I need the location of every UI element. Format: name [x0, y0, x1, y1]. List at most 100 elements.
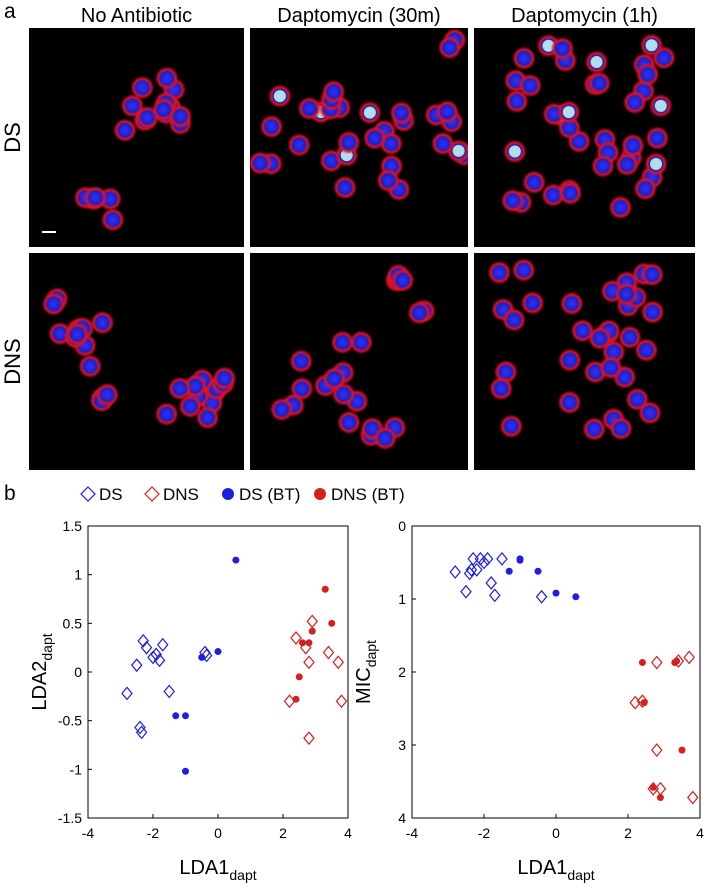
- point: [552, 589, 560, 597]
- point: [283, 694, 296, 709]
- point: [328, 619, 336, 627]
- cell: [614, 282, 639, 307]
- legend-marker: [222, 488, 234, 500]
- cell: [78, 354, 103, 379]
- cell: [511, 46, 536, 71]
- point: [137, 633, 150, 648]
- legend-label: DS (BT): [239, 485, 300, 504]
- stained-cell: [363, 106, 376, 119]
- cell: [113, 118, 138, 143]
- y-tick-label: 1.5: [63, 518, 83, 534]
- cell: [195, 405, 220, 430]
- point: [321, 585, 329, 593]
- cell: [608, 195, 633, 220]
- point: [535, 589, 548, 604]
- cell: [550, 36, 575, 61]
- y-axis-label: MICdapt: [353, 640, 379, 704]
- point: [172, 712, 180, 720]
- point: [232, 556, 240, 564]
- cell: [297, 96, 322, 121]
- point: [295, 673, 303, 681]
- cells: [500, 33, 676, 220]
- point: [471, 562, 483, 577]
- cell: [389, 100, 414, 125]
- row-label: DNS: [0, 338, 25, 384]
- point: [290, 630, 302, 645]
- micrograph: [250, 253, 468, 470]
- cell: [435, 99, 460, 124]
- cell: [640, 262, 665, 287]
- point: [474, 551, 487, 566]
- point: [485, 576, 497, 590]
- column-title: Daptomycin (1h): [511, 5, 658, 27]
- x-axis-label: LDA1dapt: [179, 857, 256, 883]
- stained-cell: [508, 145, 521, 158]
- point: [678, 746, 686, 754]
- panel-letter: b: [4, 482, 16, 505]
- cell: [154, 66, 179, 91]
- point: [640, 699, 648, 707]
- y-axis-label: LDA2dapt: [29, 633, 55, 710]
- point: [303, 655, 315, 670]
- cell: [376, 168, 401, 193]
- micrograph: [29, 253, 244, 470]
- cell: [65, 322, 90, 347]
- cell: [634, 338, 659, 363]
- cell: [558, 181, 583, 206]
- point: [140, 640, 153, 655]
- point: [656, 794, 664, 802]
- y-tick-label: -1: [70, 761, 83, 777]
- cell: [518, 73, 543, 98]
- point: [299, 639, 306, 647]
- stained-cell: [650, 157, 663, 170]
- stained-cell: [452, 144, 465, 157]
- cell: [154, 402, 179, 427]
- x-tick-label: 0: [214, 825, 222, 841]
- cell: [390, 268, 415, 293]
- stained-cell: [645, 39, 658, 52]
- cells: [41, 286, 237, 430]
- cell: [640, 300, 665, 325]
- cell: [349, 330, 374, 355]
- point: [651, 743, 663, 758]
- point: [572, 593, 580, 601]
- point: [332, 655, 345, 670]
- point: [654, 781, 667, 796]
- point: [182, 712, 189, 720]
- point: [121, 686, 133, 701]
- cell: [321, 79, 346, 104]
- cell: [522, 170, 547, 195]
- cell: [499, 414, 524, 439]
- point: [147, 650, 159, 665]
- y-tick-label: 1: [74, 567, 82, 583]
- cell: [590, 153, 615, 178]
- cell: [621, 133, 646, 158]
- cell: [557, 348, 582, 373]
- x-axis-label-sub: dapt: [567, 867, 594, 883]
- legend-label: DNS (BT): [331, 485, 405, 504]
- cell: [90, 310, 115, 335]
- x-tick-label: 2: [279, 825, 287, 841]
- cell: [407, 300, 432, 325]
- cell: [500, 188, 525, 213]
- point: [182, 767, 189, 775]
- x-tick-label: 0: [552, 825, 560, 841]
- cell: [333, 175, 358, 200]
- legend-marker: [314, 488, 326, 500]
- cell: [337, 410, 362, 435]
- point: [305, 639, 313, 647]
- point: [687, 790, 699, 805]
- cells: [269, 263, 436, 451]
- point: [449, 565, 461, 579]
- point: [683, 650, 695, 665]
- cell: [212, 366, 237, 391]
- point: [130, 658, 143, 673]
- cell: [167, 376, 192, 401]
- cell: [95, 382, 120, 407]
- panel-letter: a: [4, 0, 16, 23]
- cell: [645, 126, 670, 151]
- point: [322, 645, 335, 660]
- cell: [489, 376, 514, 401]
- cell: [178, 394, 203, 419]
